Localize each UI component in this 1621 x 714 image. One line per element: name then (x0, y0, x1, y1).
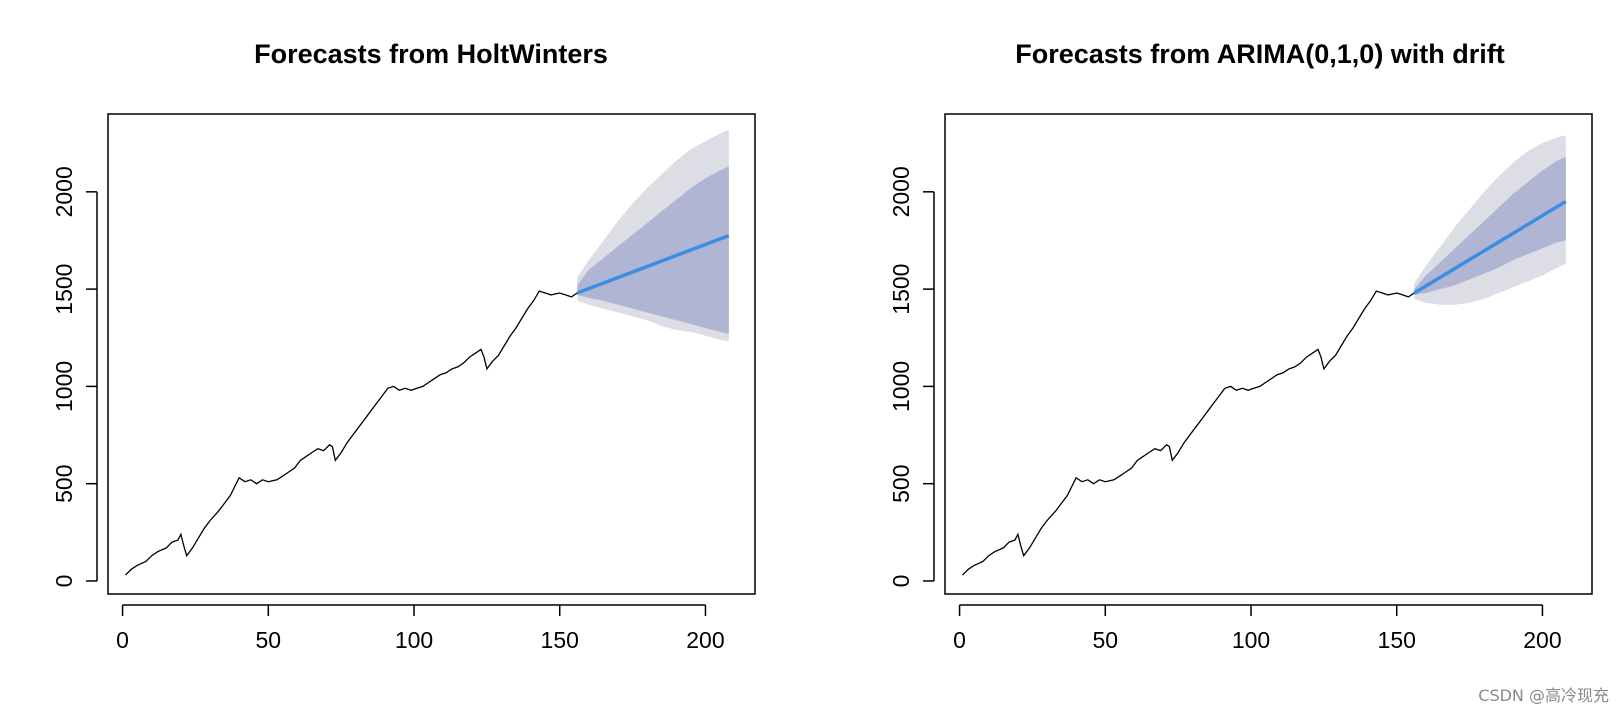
arima-x-tick-label: 0 (953, 627, 966, 653)
arima-y-tick-label: 0 (888, 575, 914, 588)
arima-x-tick-label: 150 (1378, 627, 1416, 653)
watermark-text: CSDN @高冷现充 (1478, 686, 1609, 705)
holtwinters-y-tick-label: 0 (51, 575, 77, 588)
holtwinters-x-tick-label: 150 (541, 627, 579, 653)
holtwinters-ci80-band (577, 166, 729, 334)
holtwinters-panel: Forecasts from HoltWinters 0 50 100 150 2000… (51, 39, 756, 653)
holtwinters-x-tick-label: 0 (116, 627, 129, 653)
holtwinters-x-tick-label: 50 (255, 627, 281, 653)
holtwinters-x-tick-label: 200 (686, 627, 724, 653)
arima-panel: Forecasts from ARIMA(0,1,0) with drift 0… (888, 39, 1593, 653)
arima-history-line (962, 290, 1415, 576)
arima-x-tick-label: 100 (1232, 627, 1270, 653)
holtwinters-x-tick-label: 100 (395, 627, 433, 653)
holtwinters-forecast-mean-line (576, 233, 730, 295)
arima-x-tick-label: 50 (1092, 627, 1118, 653)
arima-y-tick-label: 1000 (888, 361, 914, 412)
arima-plot-frame (944, 113, 1593, 595)
arima-y-tick-label: 500 (888, 464, 914, 502)
holtwinters-history-line (125, 290, 578, 576)
arima-x-tick-label: 200 (1523, 627, 1561, 653)
holtwinters-title: Forecasts from HoltWinters (254, 39, 608, 69)
arima-y-tick-label: 1500 (888, 264, 914, 315)
holtwinters-y-tick-label: 2000 (51, 166, 77, 217)
arima-forecast-mean-line (1413, 200, 1567, 295)
holtwinters-plot-frame (107, 113, 756, 595)
arima-title: Forecasts from ARIMA(0,1,0) with drift (1015, 39, 1505, 69)
holtwinters-y-tick-label: 1000 (51, 361, 77, 412)
arima-ci80-band (1414, 156, 1566, 295)
arima-y-tick-label: 2000 (888, 166, 914, 217)
holtwinters-y-tick-label: 500 (51, 464, 77, 502)
holtwinters-y-tick-label: 1500 (51, 264, 77, 315)
